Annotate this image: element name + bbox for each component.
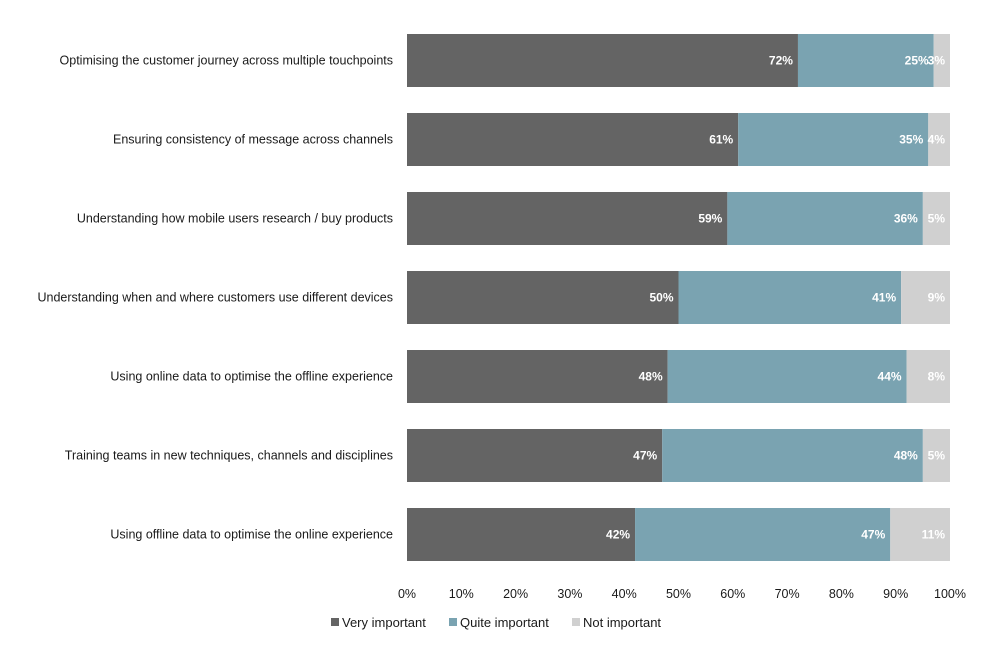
data-label: 47% — [861, 528, 885, 542]
data-label: 48% — [894, 449, 918, 463]
data-label: 4% — [928, 133, 946, 147]
x-tick-label: 10% — [449, 587, 474, 601]
data-label: 42% — [606, 528, 630, 542]
bar-segment-quite-important — [678, 271, 902, 324]
bar-segment-very-important — [407, 350, 668, 403]
x-tick-label: 40% — [612, 587, 637, 601]
bar-segment-very-important — [407, 113, 739, 166]
data-label: 44% — [878, 370, 902, 384]
x-tick-label: 80% — [829, 587, 854, 601]
x-tick-label: 30% — [557, 587, 582, 601]
x-tick-label: 50% — [666, 587, 691, 601]
bar-segment-not-important — [890, 508, 950, 561]
data-label: 3% — [928, 54, 946, 68]
category-label: Optimising the customer journey across m… — [60, 54, 393, 68]
category-label: Using online data to optimise the offlin… — [110, 370, 393, 384]
category-label: Understanding when and where customers u… — [37, 291, 393, 305]
bar-segment-quite-important — [738, 113, 929, 166]
legend: Very important Quite important Not importa… — [331, 615, 661, 630]
bar-segment-not-important — [901, 271, 950, 324]
legend-label: Very important — [342, 615, 426, 630]
bars-group: 72% 25%3% 61% 35% 4% 59% 36% 5% 50% 41% 9% 48% 44% 8%… — [407, 34, 950, 561]
x-tick-label: 60% — [720, 587, 745, 601]
bar-segment-very-important — [407, 271, 679, 324]
legend-swatch — [572, 618, 580, 626]
data-label: 36% — [894, 212, 918, 226]
data-label: 25% — [905, 54, 929, 68]
bar-segment-not-important — [928, 113, 950, 166]
legend-label: Quite important — [460, 615, 549, 630]
data-label: 47% — [633, 449, 657, 463]
data-label: 8% — [928, 370, 946, 384]
x-tick-label: 90% — [883, 587, 908, 601]
bar-segment-quite-important — [797, 34, 934, 87]
x-tick-label: 70% — [775, 587, 800, 601]
bar-segment-not-important — [906, 350, 950, 403]
category-label: Using offline data to optimise the onlin… — [110, 528, 393, 542]
data-label: 11% — [922, 528, 946, 542]
x-tick-label: 100% — [934, 587, 966, 601]
bar-segment-not-important — [933, 34, 950, 87]
x-tick-label: 20% — [503, 587, 528, 601]
bar-segment-quite-important — [667, 350, 907, 403]
data-label: 35% — [899, 133, 923, 147]
bar-segment-very-important — [407, 34, 798, 87]
data-label: 48% — [639, 370, 663, 384]
legend-swatch — [449, 618, 457, 626]
data-label: 61% — [709, 133, 733, 147]
category-label: Training teams in new techniques, channe… — [65, 449, 393, 463]
legend-swatch — [331, 618, 339, 626]
data-label: 5% — [928, 212, 946, 226]
bar-segment-quite-important — [662, 429, 923, 482]
data-label: 50% — [649, 291, 673, 305]
bar-segment-very-important — [407, 429, 663, 482]
bar-segment-very-important — [407, 192, 728, 245]
bar-segment-not-important — [922, 429, 950, 482]
bar-segment-not-important — [922, 192, 950, 245]
category-label: Understanding how mobile users research … — [77, 212, 393, 226]
x-tick-label: 0% — [398, 587, 416, 601]
data-label: 5% — [928, 449, 946, 463]
bar-segment-quite-important — [727, 192, 923, 245]
data-label: 41% — [872, 291, 896, 305]
legend-label: Not important — [583, 615, 661, 630]
bar-segment-very-important — [407, 508, 636, 561]
category-label: Ensuring consistency of message across c… — [113, 133, 393, 147]
data-label: 72% — [769, 54, 793, 68]
category-labels: Optimising the customer journey across m… — [37, 54, 393, 542]
data-label: 9% — [928, 291, 946, 305]
data-label: 59% — [698, 212, 722, 226]
x-axis-ticks: 0% 10% 20% 30% 40% 50% 60% 70% 80% 90% 100% — [398, 587, 966, 601]
bar-segment-quite-important — [635, 508, 891, 561]
